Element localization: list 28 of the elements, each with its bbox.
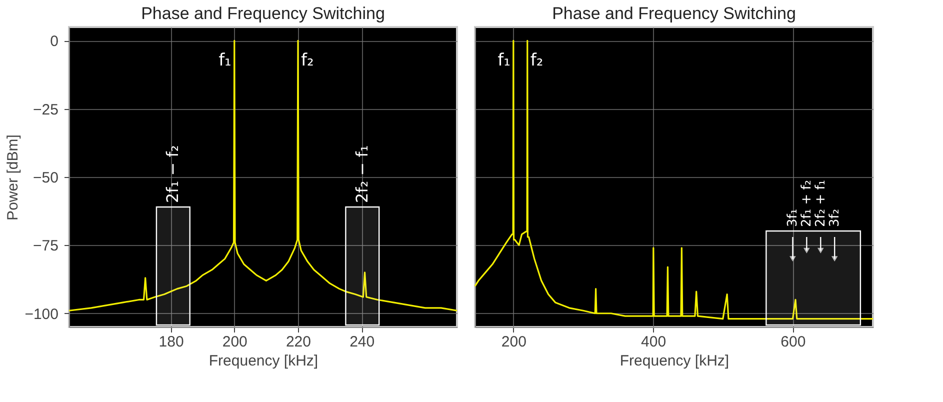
chart-title: Phase and Frequency Switching	[552, 4, 796, 23]
annotation: f₁	[498, 50, 510, 71]
x-axis-title: Frequency [kHz]	[620, 352, 730, 370]
annotation: f₁	[218, 50, 232, 71]
annotation: 2f₁ + f₂	[800, 180, 815, 227]
y-tick-label: 0	[50, 33, 58, 50]
x-tick-label: 400	[641, 334, 666, 350]
x-tick-label: 180	[158, 334, 184, 350]
x-tick-label: 200	[501, 334, 526, 350]
annotation: 3f₁	[786, 208, 801, 227]
band-label: 2f₁ − f₂	[163, 145, 182, 203]
band-label: 2f₂ − f₁	[352, 145, 372, 203]
x-tick-label: 220	[286, 334, 311, 350]
y-tick-label: −75	[33, 238, 58, 255]
y-tick-label: −50	[33, 170, 58, 186]
annotation: 3f₂	[828, 208, 843, 227]
line-series	[68, 40, 458, 312]
chart-title: Phase and Frequency Switching	[141, 4, 385, 23]
x-axis-title: Frequency [kHz]	[208, 352, 318, 370]
x-tick-label: 240	[350, 334, 375, 350]
y-tick-label: −25	[33, 101, 58, 118]
annotation: 2f₂ + f₁	[814, 180, 829, 227]
x-tick-label: 200	[222, 334, 248, 350]
y-tick-label: −100	[24, 306, 58, 323]
y-axis-title: Power [dBm]	[4, 134, 22, 220]
annotation: f₂	[300, 50, 314, 71]
x-tick-label: 600	[780, 334, 806, 350]
annotation: f₂	[530, 50, 544, 71]
